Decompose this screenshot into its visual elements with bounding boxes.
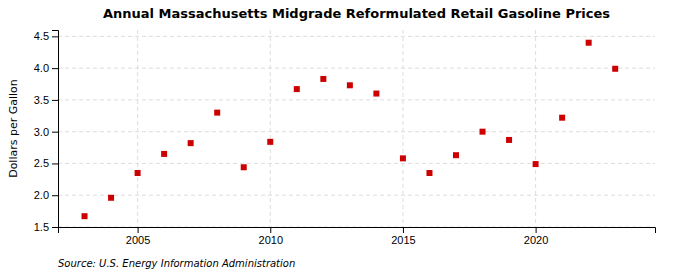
tick-mark — [52, 100, 58, 101]
point — [533, 161, 539, 167]
point — [586, 40, 592, 46]
point — [480, 129, 486, 135]
axis-line — [59, 228, 656, 234]
tick-label: 2015 — [391, 234, 415, 246]
tick: 2020 — [524, 227, 548, 246]
point — [559, 115, 565, 121]
tick-mark — [52, 227, 58, 228]
tick: 1.5 — [34, 221, 58, 233]
tick-mark — [52, 36, 58, 37]
tick: 2.5 — [34, 157, 58, 169]
grid-line — [58, 227, 655, 228]
tick-mark — [403, 227, 404, 233]
tick-mark — [52, 68, 58, 69]
tick-label: 2010 — [259, 234, 283, 246]
tick-label: 3.5 — [34, 94, 49, 106]
point — [426, 170, 432, 176]
tick: 2005 — [126, 227, 150, 246]
tick: 2010 — [259, 227, 283, 246]
tick: 4.5 — [34, 30, 58, 42]
title: Annual Massachusetts Midgrade Reformulat… — [103, 6, 610, 21]
point — [506, 137, 512, 143]
tick-label: 3.0 — [34, 126, 49, 138]
tick-label: 2.0 — [34, 189, 49, 201]
tick-label: 4.5 — [34, 30, 49, 42]
point — [161, 151, 167, 157]
tick: 3.5 — [34, 94, 58, 106]
grid-line — [58, 99, 655, 100]
point — [347, 82, 353, 88]
grid-line — [58, 163, 655, 164]
y-axis-title: Dollars per Gallon — [7, 79, 20, 178]
grid-line — [58, 36, 655, 37]
grid-line — [58, 68, 655, 69]
source-note: Source: U.S. Energy Information Administ… — [58, 258, 295, 269]
y-axis: 1.5 2.0 2.5 3.0 3.5 4.0 4.5 — [34, 30, 59, 233]
grid-line — [402, 30, 403, 227]
point — [82, 213, 88, 219]
plot: 2005 2010 2015 2020 1.5 2.0 2.5 3.0 3.5 4.0 4.5 — [34, 30, 656, 246]
tick-mark — [52, 132, 58, 133]
point — [267, 139, 273, 145]
point — [373, 91, 379, 97]
point — [400, 155, 406, 161]
tick: 4.0 — [34, 62, 58, 74]
axis-line — [52, 31, 59, 228]
grid — [58, 30, 655, 227]
tick-label: 2.5 — [34, 157, 49, 169]
point — [241, 164, 247, 170]
tick-label: 1.5 — [34, 221, 49, 233]
grid-line — [270, 30, 271, 227]
point — [135, 170, 141, 176]
point — [214, 110, 220, 116]
tick: 2015 — [391, 227, 415, 246]
tick-mark — [138, 227, 139, 233]
grid-line — [58, 195, 655, 196]
grid-line — [535, 30, 536, 227]
points — [82, 40, 619, 219]
tick-mark — [52, 163, 58, 164]
point — [453, 152, 459, 158]
point — [612, 66, 618, 72]
grid-line — [137, 30, 138, 227]
tick-label: 2020 — [524, 234, 548, 246]
x-axis: 2005 2010 2015 2020 — [59, 227, 656, 246]
point — [294, 86, 300, 92]
point — [320, 76, 326, 82]
tick-mark — [270, 227, 271, 233]
tick-mark — [536, 227, 537, 233]
point — [108, 195, 114, 201]
tick-mark — [52, 195, 58, 196]
tick: 2.0 — [34, 189, 58, 201]
tick-label: 4.0 — [34, 62, 49, 74]
tick: 3.0 — [34, 126, 58, 138]
grid-line — [58, 131, 655, 132]
point — [188, 140, 194, 146]
chart: 2005 2010 2015 2020 1.5 2.0 2.5 3.0 3.5 4.0 4.5 Ann… — [0, 0, 675, 275]
tick-label: 2005 — [126, 234, 150, 246]
